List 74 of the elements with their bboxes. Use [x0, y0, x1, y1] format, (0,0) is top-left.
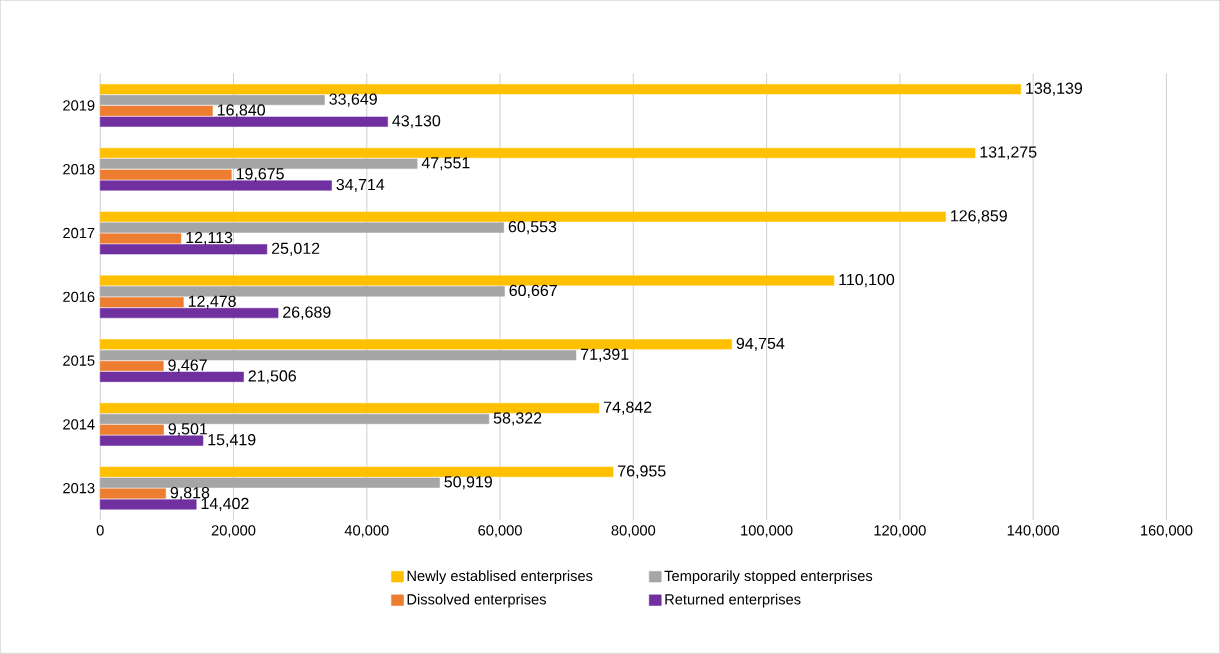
- data-label: 9,501: [168, 423, 208, 437]
- bar: [99, 244, 268, 255]
- bar: [99, 350, 577, 361]
- bar: [99, 308, 279, 319]
- legend-label: Dissolved enterprises: [407, 593, 546, 608]
- data-label: 34,714: [336, 179, 385, 193]
- bar: [99, 499, 197, 510]
- data-label: 60,553: [508, 221, 557, 235]
- bar: [99, 477, 440, 488]
- x-tick-label: 80,000: [611, 525, 656, 538]
- data-label: 94,754: [736, 337, 785, 352]
- x-tick-label: 160,000: [1141, 525, 1193, 538]
- bar: [99, 95, 325, 106]
- x-tick-label: 100,000: [741, 525, 793, 538]
- data-label: 76,955: [618, 465, 666, 479]
- bar: [99, 414, 490, 425]
- data-label: 60,667: [509, 284, 557, 299]
- x-tick-label: 60,000: [478, 525, 522, 538]
- x-tick-label: 20,000: [211, 525, 256, 538]
- data-label: 9,467: [168, 359, 207, 373]
- data-label: 33,649: [329, 93, 377, 107]
- data-label: 12,478: [188, 295, 236, 310]
- bar: [99, 222, 505, 233]
- bar: [99, 116, 388, 127]
- legend-label: Returned enterprises: [665, 593, 801, 608]
- bar: [99, 180, 332, 191]
- data-label: 19,675: [236, 168, 284, 182]
- x-tick-label: 0: [96, 525, 104, 536]
- y-tick-label: 2019: [63, 100, 95, 111]
- bar: [99, 424, 164, 436]
- data-label: 47,551: [421, 157, 470, 171]
- data-label: 126,859: [951, 210, 1007, 224]
- bar: [99, 361, 164, 372]
- data-label: 25,012: [271, 242, 320, 257]
- x-tick-label: 120,000: [874, 525, 926, 538]
- legend-label: Temporarily stopped enterprises: [664, 570, 873, 585]
- bar: [99, 233, 182, 244]
- x-tick-label: 140,000: [1007, 525, 1060, 538]
- bar: [99, 169, 232, 180]
- bar: [99, 372, 244, 383]
- y-tick-label: 2015: [63, 355, 95, 366]
- bar: [99, 435, 204, 446]
- y-tick-label: 2013: [63, 483, 95, 494]
- bar: [99, 275, 835, 286]
- bar: [99, 488, 166, 499]
- data-label: 21,506: [248, 370, 297, 384]
- data-label: 74,842: [604, 401, 652, 415]
- bar: [99, 467, 614, 478]
- bar: [99, 158, 418, 170]
- data-label: 110,100: [839, 274, 895, 288]
- data-label: 138,139: [1026, 82, 1083, 97]
- bar: [99, 148, 976, 159]
- data-label: 15,419: [208, 434, 256, 448]
- y-tick-label: 2014: [63, 419, 95, 430]
- data-label: 131,275: [980, 146, 1037, 160]
- data-label: 71,391: [581, 348, 629, 362]
- x-tick-label: 40,000: [344, 525, 389, 538]
- data-label: 50,919: [444, 476, 492, 490]
- bar: [99, 211, 946, 223]
- data-label: 26,689: [283, 306, 331, 320]
- data-label: 16,840: [217, 104, 265, 118]
- bar: [99, 84, 1022, 95]
- data-label: 58,322: [493, 412, 542, 426]
- bar: [99, 106, 213, 117]
- bar: [99, 297, 184, 308]
- y-tick-label: 2018: [63, 164, 95, 175]
- data-label: 43,130: [392, 115, 441, 129]
- legend-label: Newly establised enterprises: [407, 570, 593, 585]
- y-tick-label: 2017: [63, 228, 95, 239]
- y-tick-label: 2016: [63, 291, 95, 303]
- data-label: 12,113: [186, 232, 233, 246]
- bar: [99, 286, 505, 297]
- bar: [99, 339, 732, 350]
- bar: [99, 403, 600, 414]
